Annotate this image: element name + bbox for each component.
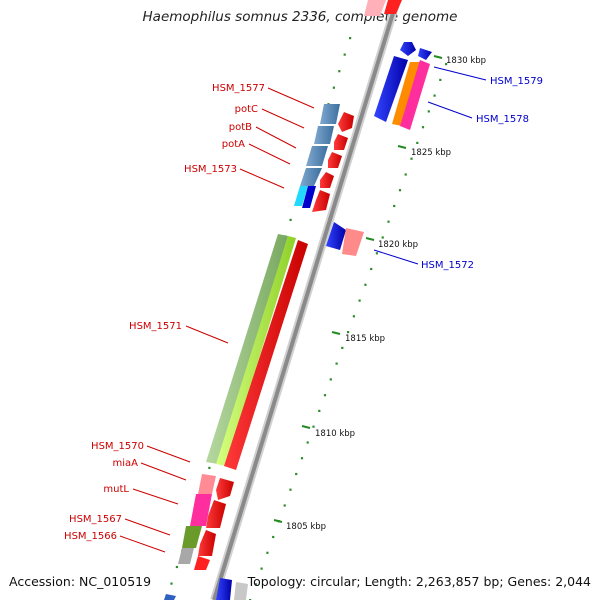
scale-dot	[266, 551, 269, 554]
scale-dot	[347, 331, 350, 334]
scale-dot	[323, 394, 327, 397]
gene-hsm-1571	[206, 234, 308, 470]
gene-miaA	[190, 494, 226, 528]
gene-potB	[306, 146, 342, 168]
scale-labels: 1830 kbp 1825 kbp 1820 kbp 1815 kbp 1810…	[273, 55, 486, 532]
label-hsm-1578[interactable]: HSM_1578	[476, 114, 529, 125]
scale-dot	[343, 53, 346, 56]
label-hsm-1570[interactable]: HSM_1570	[91, 441, 144, 452]
scale-dot	[387, 220, 390, 223]
scale-dot	[404, 173, 407, 176]
gene-potC	[314, 126, 348, 150]
scale-dot	[335, 362, 338, 365]
scale-dot	[421, 126, 425, 129]
scale-dot	[306, 441, 309, 444]
scale-dot	[318, 409, 321, 412]
gene-hsm-1577	[320, 104, 354, 132]
scale-dot	[170, 582, 173, 585]
label-potC[interactable]: potC	[235, 104, 258, 115]
gene-potA	[300, 168, 334, 188]
scale-dot	[289, 218, 292, 221]
scale-dot	[364, 283, 367, 286]
label-hsm-1577[interactable]: HSM_1577	[212, 83, 265, 94]
gene-top-pink-partial	[364, 0, 402, 16]
scale-label-1820: 1820 kbp	[378, 240, 418, 250]
scale-dot	[208, 466, 211, 469]
scale-dot	[175, 565, 178, 569]
scale-dot	[445, 63, 448, 66]
scale-dot	[375, 252, 378, 255]
reverse-gene-labels: HSM_1579 HSM_1578 HSM_1572	[373, 66, 543, 271]
scale-dot	[283, 504, 286, 507]
label-hsm-1572[interactable]: HSM_1572	[421, 260, 474, 271]
scale-dot	[349, 37, 352, 40]
forward-gene-labels: HSM_1577 potC potB potA HSM_1573 HSM_157…	[64, 83, 315, 553]
gene-hsm-1572	[326, 222, 364, 256]
scale-dot	[300, 457, 304, 460]
scale-dot	[433, 94, 436, 97]
scale-dot	[341, 346, 344, 349]
scale-dot	[272, 535, 275, 539]
gene-hsm-1570	[198, 474, 234, 500]
scale-label-1805: 1805 kbp	[286, 522, 326, 532]
backbone	[210, 0, 401, 600]
label-hsm-1566[interactable]: HSM_1566	[64, 531, 117, 542]
scale-dot	[358, 299, 361, 302]
scale-dot	[332, 86, 335, 89]
label-hsm-1573[interactable]: HSM_1573	[184, 164, 237, 175]
scale-dot	[338, 70, 341, 73]
scale-dot	[393, 204, 396, 208]
label-hsm-1571[interactable]: HSM_1571	[129, 321, 182, 332]
gene-mutL	[182, 526, 216, 556]
label-hsm-1579[interactable]: HSM_1579	[490, 76, 543, 87]
scale-dot	[439, 78, 442, 81]
accession-text: Accession: NC_010519	[9, 574, 152, 589]
gene-hsm-1578	[374, 56, 430, 130]
scale-dot	[254, 583, 257, 586]
label-hsm-1567[interactable]: HSM_1567	[69, 514, 122, 525]
scale-dot	[416, 141, 419, 144]
scale-dot	[352, 315, 355, 318]
label-potA[interactable]: potA	[222, 139, 245, 150]
scale-label-1830: 1830 kbp	[446, 56, 486, 66]
gene-hsm-1573	[294, 186, 330, 212]
scale-dot	[398, 189, 402, 192]
scale-dot	[370, 267, 373, 271]
scale-dot	[329, 378, 332, 381]
genome-summary-text: Topology: circular; Length: 2,263,857 bp…	[247, 574, 591, 589]
gene-hsm-1567	[178, 548, 194, 564]
label-mutL[interactable]: mutL	[103, 484, 129, 495]
scale-dot	[312, 425, 315, 428]
gene-bottom-partial	[164, 578, 248, 600]
scale-dot	[427, 110, 430, 113]
scale-dot	[289, 488, 292, 491]
scale-label-1825: 1825 kbp	[411, 148, 451, 158]
label-miaA[interactable]: miaA	[113, 458, 139, 469]
scale-dot	[381, 236, 384, 239]
gene-hsm-1566	[194, 556, 210, 570]
scale-dot	[410, 157, 413, 160]
scale-label-1815: 1815 kbp	[345, 334, 385, 344]
scale-label-1810: 1810 kbp	[315, 429, 355, 439]
gene-hsm-1579	[400, 42, 432, 60]
scale-dot	[260, 567, 263, 570]
label-potB[interactable]: potB	[229, 122, 252, 133]
scale-dot	[295, 472, 298, 476]
